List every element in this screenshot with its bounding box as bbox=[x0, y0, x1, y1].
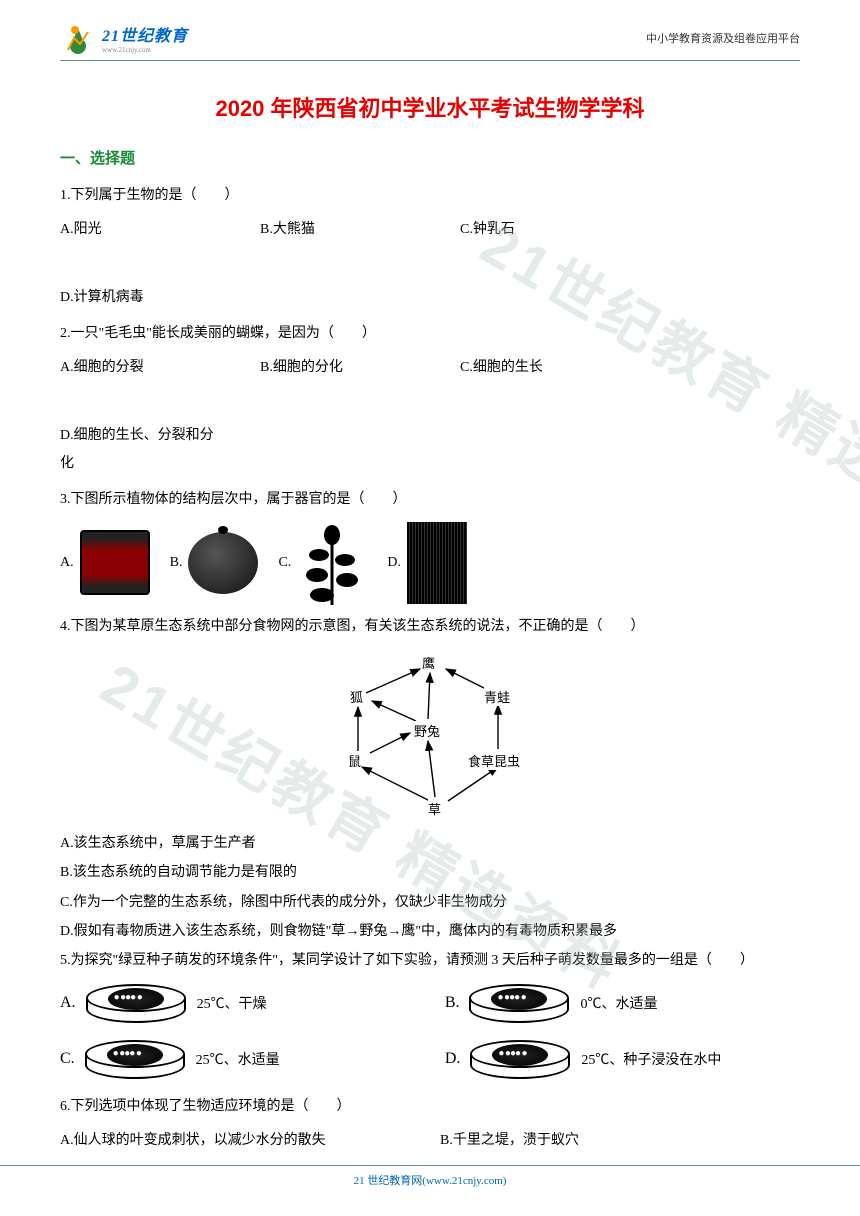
q5-opt-d: D. ● ●●● ● 25℃、种子浸没在水中 bbox=[445, 1037, 800, 1081]
q1-opt-a: A.阳光 bbox=[60, 216, 220, 244]
q6-options: A.仙人球的叶变成刺状，以减少水分的散失 B.千里之堤，溃于蚁穴 bbox=[60, 1127, 800, 1155]
page-header: 21世纪教育 www.21cnjy.com 中小学教育资源及组卷应用平台 bbox=[60, 20, 800, 61]
q1-options: A.阳光 B.大熊猫 C.钟乳石 D.计算机病毒 bbox=[60, 216, 800, 312]
q5-cond-a: 25℃、干燥 bbox=[197, 993, 267, 1013]
tomato-image bbox=[188, 532, 258, 594]
q6-opt-a: A.仙人球的叶变成刺状，以减少水分的散失 bbox=[60, 1127, 400, 1155]
node-shu: 鼠 bbox=[348, 751, 361, 770]
q2-opt-a: A.细胞的分裂 bbox=[60, 354, 220, 382]
node-yetu: 野兔 bbox=[414, 721, 440, 740]
petri-dish-icon: ● ●●● ● bbox=[84, 981, 189, 1025]
q5-cond-b: 0℃、水适量 bbox=[580, 993, 657, 1013]
q5-opt-a: A. ● ●●● ● 25℃、干燥 bbox=[60, 981, 415, 1025]
logo-icon bbox=[60, 20, 96, 56]
page-footer: 21 世纪教育网(www.21cnjy.com) bbox=[0, 1165, 860, 1188]
node-cao: 草 bbox=[428, 799, 441, 818]
node-qingwa: 青蛙 bbox=[484, 687, 510, 706]
q1-opt-d: D.计算机病毒 bbox=[60, 284, 220, 312]
q4-stem: 4.下图为某草原生态系统中部分食物网的示意图，有关该生态系统的说法，不正确的是（… bbox=[60, 613, 800, 641]
section-heading: 一、选择题 bbox=[60, 147, 800, 168]
q5-label-c: C. bbox=[60, 1050, 75, 1068]
q4-stmt-a: A.该生态系统中，草属于生产者 bbox=[60, 829, 800, 858]
food-web-diagram: 鹰 狐 青蛙 野兔 鼠 食草昆虫 草 bbox=[300, 649, 560, 819]
logo-text: 21世纪教育 bbox=[102, 22, 188, 46]
bark-tissue-image bbox=[407, 522, 467, 604]
node-kunchong: 食草昆虫 bbox=[468, 751, 520, 770]
q1-opt-b: B.大熊猫 bbox=[260, 216, 420, 244]
q3-opt-c: C. bbox=[278, 520, 367, 605]
q3-opt-b: B. bbox=[170, 532, 259, 594]
q6-opt-b: B.千里之堤，溃于蚁穴 bbox=[440, 1127, 780, 1155]
q5-label-b: B. bbox=[445, 994, 460, 1012]
q5-cond-c: 25℃、水适量 bbox=[196, 1049, 280, 1069]
q2-stem: 2.一只"毛毛虫"能长成美丽的蝴蝶，是因为（ ） bbox=[60, 320, 800, 348]
q3-stem: 3.下图所示植物体的结构层次中，属于器官的是（ ） bbox=[60, 486, 800, 514]
q5-stem: 5.为探究"绿豆种子萌发的环境条件"，某同学设计了如下实验，请预测 3 天后种子… bbox=[60, 947, 800, 975]
q3-options: A. B. C. D. bbox=[60, 520, 800, 605]
q2-opt-b: B.细胞的分化 bbox=[260, 354, 420, 382]
petri-dish-icon: ● ●●● ● bbox=[468, 1037, 573, 1081]
q5-opt-c: C. ● ●●● ● 25℃、水适量 bbox=[60, 1037, 415, 1081]
q5-row1: A. ● ●●● ● 25℃、干燥 B. ● ●●● ● 0℃、水适量 bbox=[60, 981, 800, 1025]
q4-statements: A.该生态系统中，草属于生产者 B.该生态系统的自动调节能力是有限的 C.作为一… bbox=[60, 829, 800, 947]
q3-label-a: A. bbox=[60, 549, 74, 577]
q2-options: A.细胞的分裂 B.细胞的分化 C.细胞的生长 D.细胞的生长、分裂和分化 bbox=[60, 354, 800, 478]
header-right-text: 中小学教育资源及组卷应用平台 bbox=[646, 30, 800, 46]
q2-opt-d: D.细胞的生长、分裂和分化 bbox=[60, 422, 220, 478]
q3-label-b: B. bbox=[170, 549, 183, 577]
logo-url: www.21cnjy.com bbox=[102, 46, 188, 54]
q3-label-c: C. bbox=[278, 549, 291, 577]
q4-stmt-c: C.作为一个完整的生态系统，除图中所代表的成分外，仅缺少非生物成分 bbox=[60, 888, 800, 917]
q5-row2: C. ● ●●● ● 25℃、水适量 D. ● ●●● ● 25℃、种子浸没在水… bbox=[60, 1037, 800, 1081]
node-hu: 狐 bbox=[350, 687, 363, 706]
q3-label-d: D. bbox=[387, 549, 401, 577]
page-title: 2020 年陕西省初中学业水平考试生物学学科 bbox=[60, 91, 800, 123]
q3-opt-d: D. bbox=[387, 522, 467, 604]
q1-opt-c: C.钟乳石 bbox=[460, 216, 620, 244]
q4-stmt-d: D.假如有毒物质进入该生态系统，则食物链"草→野兔→鹰"中，鹰体内的有毒物质积累… bbox=[60, 917, 800, 946]
petri-dish-icon: ● ●●● ● bbox=[467, 981, 572, 1025]
q1-stem: 1.下列属于生物的是（ ） bbox=[60, 182, 800, 210]
q4-stmt-b: B.该生态系统的自动调节能力是有限的 bbox=[60, 858, 800, 887]
q5-opt-b: B. ● ●●● ● 0℃、水适量 bbox=[445, 981, 800, 1025]
cell-tissue-image bbox=[80, 530, 150, 595]
q5-cond-d: 25℃、种子浸没在水中 bbox=[581, 1049, 721, 1069]
q5-label-d: D. bbox=[445, 1050, 461, 1068]
q5-label-a: A. bbox=[60, 994, 76, 1012]
petri-dish-icon: ● ●●● ● bbox=[83, 1037, 188, 1081]
q2-opt-c: C.细胞的生长 bbox=[460, 354, 620, 382]
q6-stem: 6.下列选项中体现了生物适应环境的是（ ） bbox=[60, 1093, 800, 1121]
node-ying: 鹰 bbox=[422, 653, 435, 672]
whole-plant-image bbox=[297, 520, 367, 605]
q3-opt-a: A. bbox=[60, 530, 150, 595]
logo: 21世纪教育 www.21cnjy.com bbox=[60, 20, 188, 56]
